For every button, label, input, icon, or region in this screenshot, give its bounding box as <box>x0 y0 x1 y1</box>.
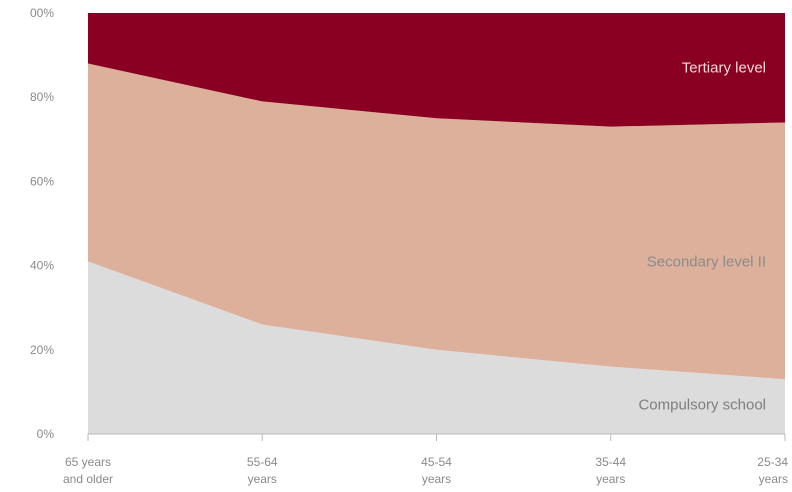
x-tick-label: and older <box>63 472 113 486</box>
x-tick-label: years <box>596 472 625 486</box>
area-secondary-level-ii <box>88 63 785 380</box>
x-tick-label: years <box>248 472 277 486</box>
y-axis-ticks: 0% 20% 40% 60% 80% 00% <box>30 6 54 441</box>
area-tertiary-level <box>88 13 785 127</box>
series-label-secondary-level-ii: Secondary level II <box>647 253 766 270</box>
y-tick-label: 20% <box>30 343 54 357</box>
y-tick-label: 00% <box>30 6 54 20</box>
series-labels: Compulsory school Secondary level II Terti… <box>638 60 766 414</box>
x-tick-label: 25-34 <box>757 455 788 469</box>
y-tick-label: 60% <box>30 174 54 188</box>
x-tick-label: 45-54 <box>421 455 452 469</box>
x-tick-label: 65 years <box>65 455 111 469</box>
x-axis-ticks: 65 years and older 55-64 years 45-54 years 35-… <box>63 434 788 486</box>
y-tick-label: 40% <box>30 259 54 273</box>
series-label-tertiary-level: Tertiary level <box>682 60 766 77</box>
area-compulsory-school <box>88 261 785 434</box>
chart-areas <box>88 13 785 434</box>
x-tick-label: 55-64 <box>247 455 278 469</box>
y-tick-label: 80% <box>30 90 54 104</box>
x-tick-label: years <box>759 472 788 486</box>
y-tick-label: 0% <box>37 427 55 441</box>
x-tick-label: 35-44 <box>595 455 626 469</box>
series-label-compulsory-school: Compulsory school <box>638 397 766 414</box>
x-tick-label: years <box>422 472 451 486</box>
